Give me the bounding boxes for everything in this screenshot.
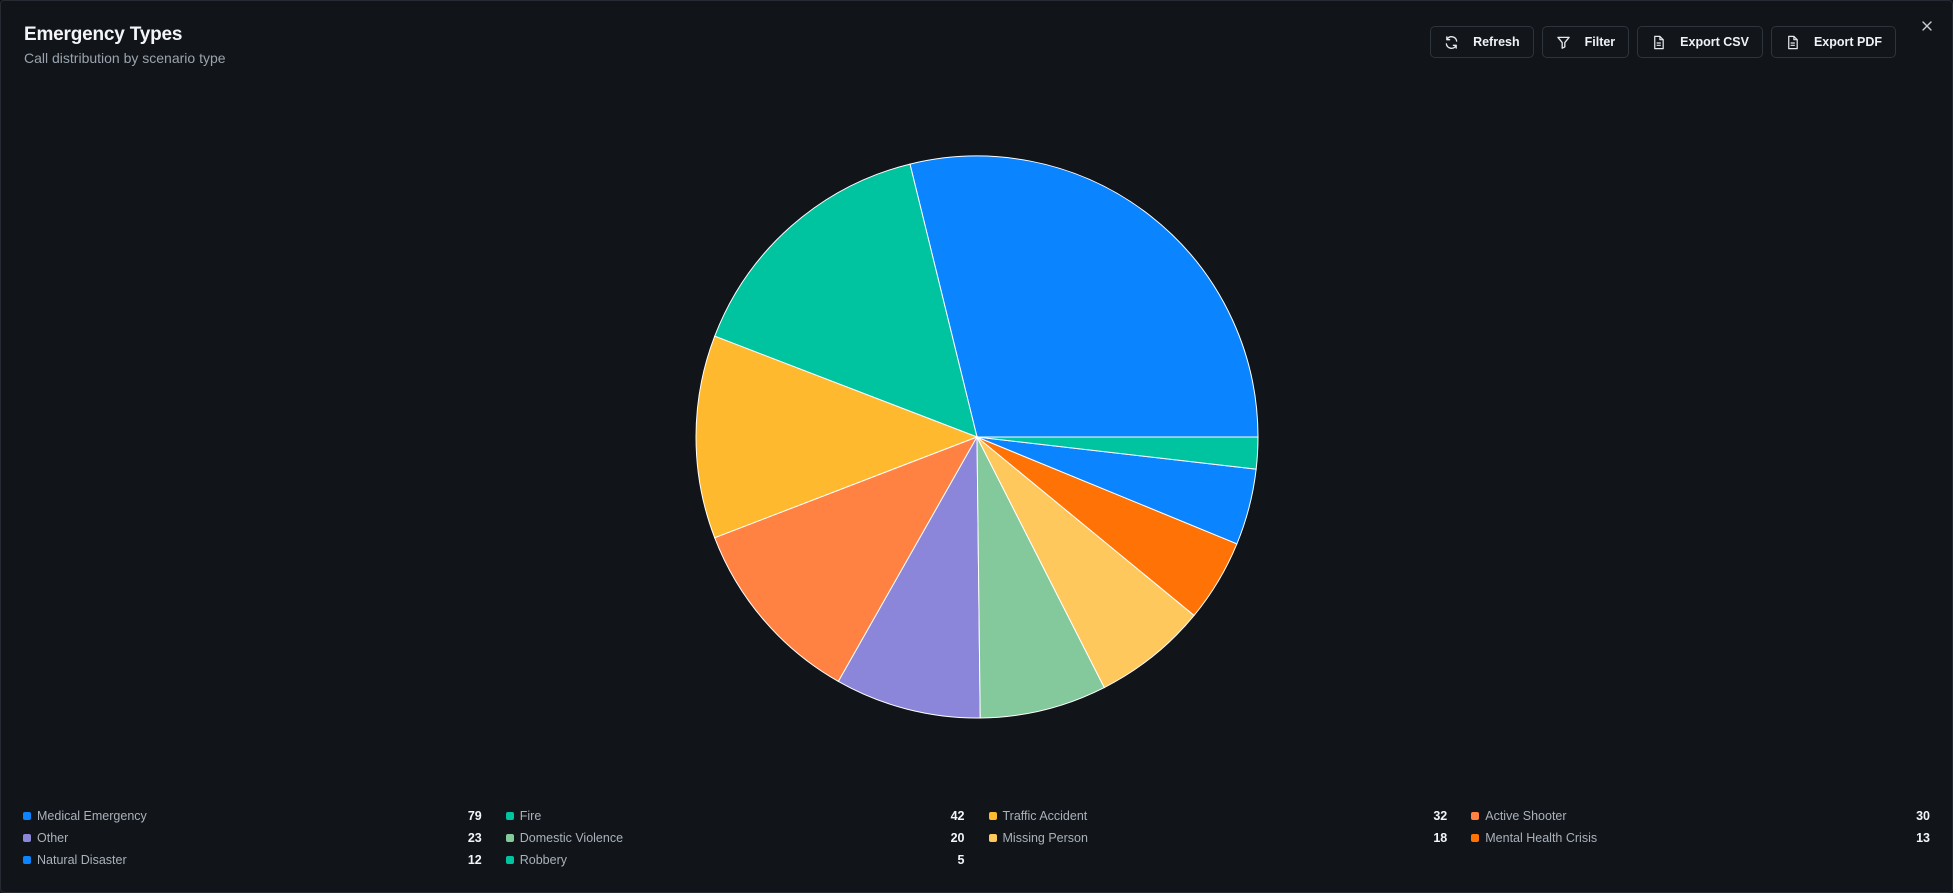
legend-item[interactable]: Medical Emergency 79: [23, 807, 482, 825]
legend-value: 20: [950, 831, 965, 845]
page-title: Emergency Types: [24, 24, 183, 45]
file-icon: [1788, 35, 1798, 49]
legend-label: Fire: [519, 809, 542, 823]
export-csv-label: Export CSV: [1680, 35, 1749, 49]
filter-icon: [1556, 36, 1570, 49]
legend-item[interactable]: Fire 42: [505, 807, 965, 825]
close-icon[interactable]: [1918, 17, 1936, 35]
legend-item[interactable]: Natural Disaster 12: [23, 851, 482, 869]
legend-swatch: [505, 834, 514, 842]
refresh-label: Refresh: [1473, 35, 1520, 49]
legend-label: Domestic Violence: [519, 831, 624, 845]
legend-swatch: [1471, 834, 1480, 842]
legend-swatch: [23, 812, 31, 820]
legend-item[interactable]: Mental Health Crisis 13: [1471, 829, 1930, 847]
file-icon: [1654, 35, 1664, 49]
legend-item[interactable]: Active Shooter 30: [1471, 807, 1930, 825]
page-subtitle: Call distribution by scenario type: [24, 50, 226, 66]
legend-value: 42: [950, 809, 965, 823]
legend-label: Active Shooter: [1485, 809, 1567, 823]
legend-value: 5: [957, 853, 965, 867]
filter-button[interactable]: Filter: [1541, 26, 1630, 58]
legend-label: Medical Emergency: [37, 809, 147, 823]
legend-swatch: [1471, 812, 1480, 820]
legend-value: 13: [1916, 831, 1930, 845]
legend-value: 18: [1433, 831, 1448, 845]
legend-item[interactable]: Traffic Accident 32: [988, 807, 1448, 825]
legend-label: Other: [37, 831, 69, 845]
chart-legend: Medical Emergency 79 Fire 42 Traffic Acciden…: [23, 807, 1930, 869]
export-csv-button[interactable]: Export CSV: [1637, 26, 1763, 58]
legend-item[interactable]: Domestic Violence 20: [505, 829, 965, 847]
legend-value: 30: [1916, 809, 1930, 823]
legend-swatch: [505, 812, 514, 820]
export-pdf-label: Export PDF: [1813, 35, 1882, 49]
refresh-button[interactable]: Refresh: [1430, 26, 1534, 58]
legend-item[interactable]: Robbery 5: [505, 851, 965, 869]
legend-value: 32: [1433, 809, 1448, 823]
legend-value: 79: [467, 809, 482, 823]
legend-item[interactable]: Missing Person 18: [988, 829, 1448, 847]
legend-swatch: [505, 856, 514, 864]
toolbar: Refresh Filter Export CSV Export PDF: [1430, 26, 1896, 58]
legend-swatch: [23, 856, 31, 864]
legend-value: 12: [467, 853, 482, 867]
refresh-icon: [1445, 35, 1458, 49]
legend-value: 23: [467, 831, 482, 845]
legend-label: Mental Health Crisis: [1485, 831, 1598, 845]
legend-label: Natural Disaster: [37, 853, 127, 867]
legend-label: Robbery: [519, 853, 567, 867]
legend-item[interactable]: Other 23: [23, 829, 482, 847]
legend-label: Traffic Accident: [1002, 809, 1088, 823]
filter-label: Filter: [1584, 35, 1616, 49]
legend-swatch: [23, 834, 31, 842]
legend-label: Missing Person: [1002, 831, 1088, 845]
legend-swatch: [988, 812, 997, 820]
legend-swatch: [988, 834, 997, 842]
export-pdf-button[interactable]: Export PDF: [1770, 26, 1896, 58]
